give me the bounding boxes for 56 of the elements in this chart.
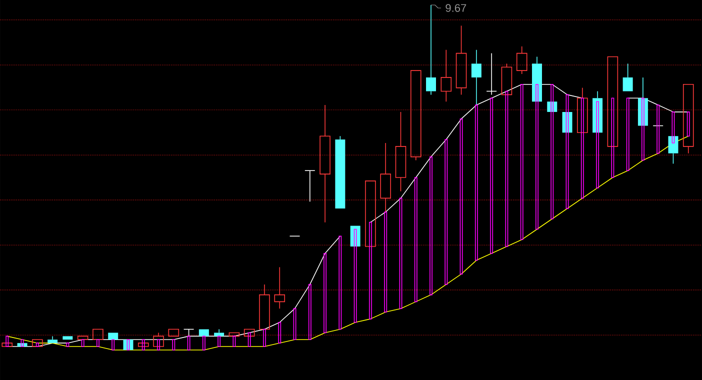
bar (566, 94, 569, 209)
candlestick (426, 4, 436, 96)
candlestick (320, 104, 330, 223)
bar (81, 339, 84, 347)
bar (686, 112, 690, 136)
bar (202, 336, 206, 350)
bar (520, 84, 524, 240)
candlestick (532, 56, 542, 102)
candlestick (395, 112, 406, 192)
bar (248, 332, 251, 347)
bar (278, 322, 282, 344)
bar (580, 98, 584, 199)
bar (263, 328, 266, 347)
candlestick (486, 52, 497, 96)
bar (550, 84, 554, 220)
bar (126, 339, 130, 350)
bar (444, 139, 448, 285)
bar (6, 336, 9, 347)
bar (369, 222, 372, 320)
bar (611, 98, 614, 178)
candlestick (622, 63, 633, 92)
bar (157, 339, 160, 350)
candlestick (48, 336, 58, 344)
bar (338, 236, 342, 330)
bar (293, 308, 296, 340)
bar (36, 342, 39, 347)
candlestick (62, 336, 73, 340)
bar (490, 98, 494, 254)
bar (460, 118, 463, 274)
bar (414, 177, 418, 302)
bar (626, 98, 630, 171)
bar (354, 228, 357, 323)
bar (112, 339, 115, 350)
bar (172, 339, 176, 350)
bar (142, 339, 145, 350)
candlestick (274, 266, 286, 309)
bar (399, 198, 402, 309)
bar (324, 252, 326, 334)
candlestick (682, 84, 694, 154)
bar (66, 342, 70, 347)
bar (96, 339, 100, 347)
candlestick (410, 70, 422, 161)
bar (384, 212, 388, 312)
bar (20, 339, 24, 347)
bar (232, 336, 236, 347)
bar (430, 156, 432, 296)
candlestick (304, 170, 316, 202)
bar (308, 284, 312, 340)
bar (505, 90, 508, 247)
annotation: 9.67 (446, 4, 466, 12)
bar (474, 104, 478, 261)
bar (187, 336, 190, 350)
candlestick (440, 49, 452, 102)
bar (656, 104, 660, 154)
candlestick (32, 339, 43, 347)
candlestick (168, 328, 180, 337)
